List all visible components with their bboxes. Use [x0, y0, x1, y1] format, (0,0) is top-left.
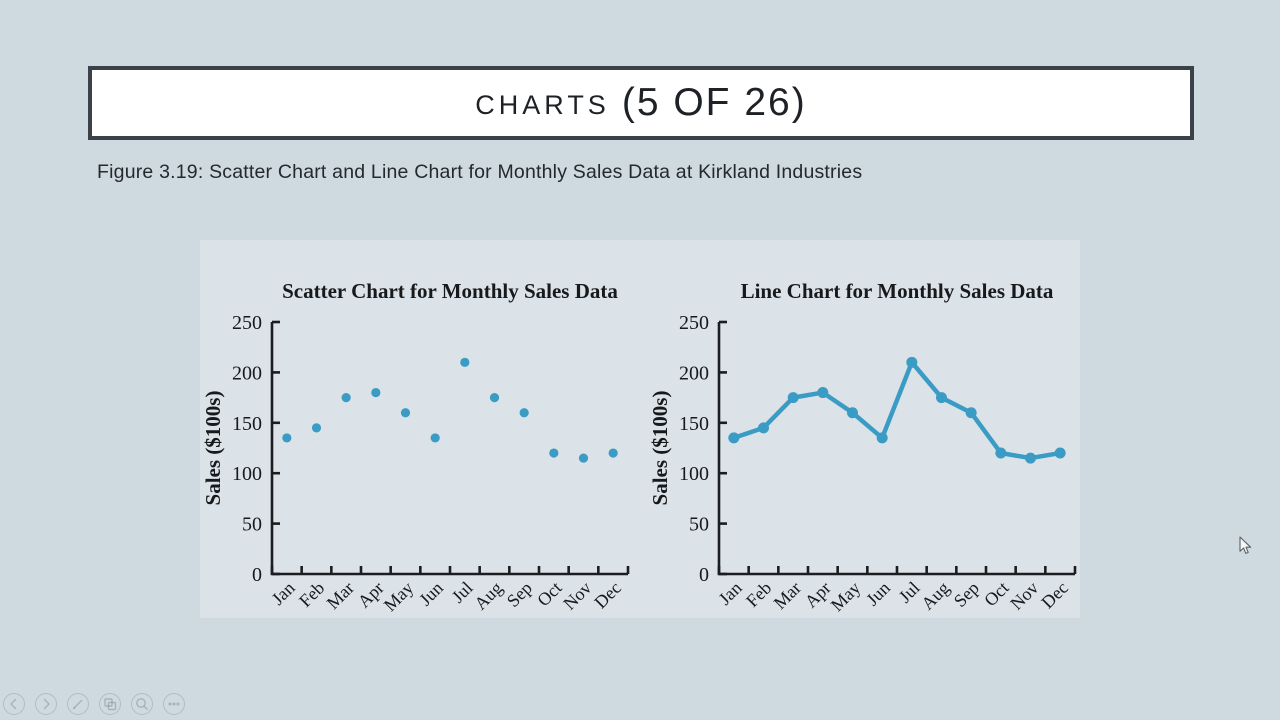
svg-text:Nov: Nov — [1006, 578, 1042, 614]
svg-text:Sales ($100s): Sales ($100s) — [201, 391, 225, 506]
next-slide-button[interactable] — [35, 693, 57, 715]
svg-text:Feb: Feb — [742, 578, 775, 611]
zoom-slide-button[interactable] — [131, 693, 153, 715]
svg-text:0: 0 — [252, 564, 262, 586]
svg-text:250: 250 — [232, 312, 262, 334]
svg-text:Oct: Oct — [533, 578, 566, 611]
svg-text:Dec: Dec — [1037, 578, 1072, 613]
svg-text:Oct: Oct — [980, 578, 1013, 611]
svg-text:Nov: Nov — [559, 578, 595, 614]
svg-text:50: 50 — [689, 514, 709, 536]
arrow-pointer-icon — [1239, 536, 1255, 563]
svg-text:Dec: Dec — [590, 578, 625, 613]
svg-text:May: May — [827, 578, 864, 615]
pen-tools-button[interactable] — [67, 693, 89, 715]
svg-text:May: May — [380, 578, 417, 615]
svg-text:Line Chart for Monthly Sales D: Line Chart for Monthly Sales Data — [741, 279, 1054, 303]
svg-text:Jun: Jun — [862, 578, 894, 610]
more-options-button[interactable] — [163, 693, 185, 715]
svg-text:100: 100 — [679, 463, 709, 485]
slides-grid-icon — [99, 693, 121, 715]
svg-text:200: 200 — [232, 362, 262, 384]
chevron-left-icon — [3, 693, 25, 715]
svg-text:Jun: Jun — [415, 578, 447, 610]
svg-text:Jan: Jan — [715, 578, 746, 609]
svg-text:Mar: Mar — [770, 578, 805, 613]
svg-text:150: 150 — [679, 413, 709, 435]
slide-title-counter: (5 OF 26) — [621, 81, 807, 124]
magnifier-icon — [131, 693, 153, 715]
svg-text:Feb: Feb — [295, 578, 328, 611]
svg-text:Aug: Aug — [470, 578, 506, 614]
slide-title-box: CHARTS (5 OF 26) — [88, 66, 1194, 140]
ellipsis-icon — [163, 693, 185, 715]
svg-text:Sep: Sep — [503, 578, 536, 611]
figure-panel: 0 50 100 150 200 250 Jan Feb Mar Apr May Jun Jul Aug S… — [200, 240, 1080, 618]
svg-text:50: 50 — [242, 514, 262, 536]
svg-text:Apr: Apr — [801, 578, 835, 612]
chevron-right-icon — [35, 693, 57, 715]
pen-icon — [67, 693, 89, 715]
svg-text:Scatter Chart for Monthly Sale: Scatter Chart for Monthly Sales Data — [282, 279, 618, 303]
svg-text:Apr: Apr — [354, 578, 388, 612]
svg-text:Jan: Jan — [268, 578, 299, 609]
figure-caption: Figure 3.19: Scatter Chart and Line Char… — [97, 161, 863, 183]
svg-text:250: 250 — [679, 312, 709, 334]
svg-text:Sales ($100s): Sales ($100s) — [648, 391, 672, 506]
svg-text:150: 150 — [232, 413, 262, 435]
slide-title: CHARTS — [475, 89, 610, 120]
svg-text:Mar: Mar — [323, 578, 358, 613]
svg-text:0: 0 — [699, 564, 709, 586]
slideshow-toolbar — [3, 693, 185, 715]
svg-text:Aug: Aug — [917, 578, 953, 614]
svg-text:100: 100 — [232, 463, 262, 485]
svg-text:200: 200 — [679, 362, 709, 384]
svg-text:Sep: Sep — [950, 578, 983, 611]
see-all-slides-button[interactable] — [99, 693, 121, 715]
previous-slide-button[interactable] — [3, 693, 25, 715]
